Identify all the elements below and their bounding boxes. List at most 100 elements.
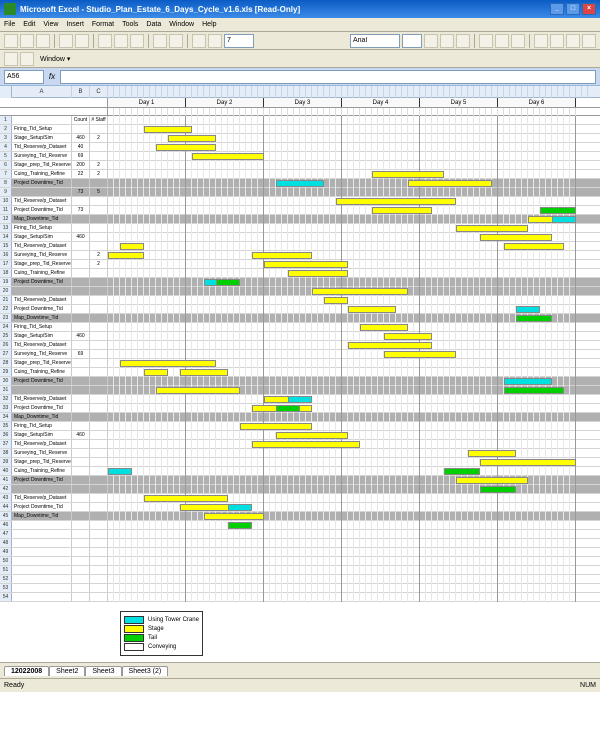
task-name-cell[interactable] [12,575,72,583]
value-cell[interactable] [90,395,108,403]
gantt-area[interactable] [108,395,600,403]
row-number[interactable]: 2 [0,125,12,133]
value-cell[interactable] [90,296,108,304]
gantt-area[interactable] [108,539,600,547]
value-cell[interactable] [90,386,108,394]
value-cell[interactable]: # Staff [90,116,108,124]
task-row[interactable]: 8 Project Downtime_Tid [0,179,600,188]
task-name-cell[interactable] [12,539,72,547]
gantt-area[interactable] [108,350,600,358]
value-cell[interactable] [90,548,108,556]
open-button[interactable] [20,34,34,48]
value-cell[interactable] [90,566,108,574]
value-cell[interactable] [90,332,108,340]
spreadsheet-grid[interactable]: A B C Day 1Day 2Day 3Day 4Day 5Day 6 1 C… [0,86,600,662]
value-cell[interactable] [90,125,108,133]
value-cell[interactable] [90,512,108,520]
row-number[interactable]: 21 [0,296,12,304]
value-cell[interactable]: 2 [90,161,108,169]
gantt-area[interactable] [108,593,600,601]
task-row[interactable]: 42 [0,485,600,494]
gantt-area[interactable] [108,116,600,124]
value-cell[interactable] [72,512,90,520]
value-cell[interactable] [72,566,90,574]
task-row[interactable]: 26 Tid_Reserve/p_Dataset [0,341,600,350]
row-number[interactable]: 48 [0,539,12,547]
value-cell[interactable] [90,593,108,601]
gantt-area[interactable] [108,323,600,331]
gantt-area[interactable] [108,161,600,169]
task-name-cell[interactable] [12,116,72,124]
value-cell[interactable] [90,521,108,529]
row-number[interactable]: 37 [0,440,12,448]
value-cell[interactable] [72,368,90,376]
value-cell[interactable] [90,377,108,385]
task-row[interactable]: 54 [0,593,600,602]
formula-input[interactable] [60,70,596,84]
task-name-cell[interactable]: Stage_prep_Tid_Reserve [12,458,72,466]
value-cell[interactable] [90,215,108,223]
value-cell[interactable] [72,323,90,331]
task-name-cell[interactable]: Stage_Setup/Sim [12,233,72,241]
task-row[interactable]: 17 Stage_prep_Tid_Reserve 2 [0,260,600,269]
value-cell[interactable] [90,323,108,331]
row-number[interactable]: 7 [0,170,12,178]
gantt-area[interactable] [108,521,600,529]
task-name-cell[interactable]: Tid_Reserve/p_Dataset [12,296,72,304]
cut-button[interactable] [98,34,112,48]
row-number[interactable]: 13 [0,224,12,232]
task-row[interactable]: 32 Tid_Reserve/p_Dataset [0,395,600,404]
row-number[interactable]: 25 [0,332,12,340]
task-name-cell[interactable]: Tid_Reserve/p_Dataset [12,143,72,151]
fontsize-select[interactable] [402,34,422,48]
row-number[interactable]: 19 [0,278,12,286]
task-name-cell[interactable] [12,188,72,196]
gantt-area[interactable] [108,404,600,412]
row-number[interactable]: 10 [0,197,12,205]
task-row[interactable]: 46 [0,521,600,530]
sheet-tab[interactable]: Sheet3 [85,666,121,676]
chart-button[interactable] [208,34,222,48]
value-cell[interactable] [72,440,90,448]
gantt-area[interactable] [108,557,600,565]
zoom-input[interactable] [224,34,254,48]
value-cell[interactable] [72,593,90,601]
task-name-cell[interactable]: Project Downtime_Tid [12,206,72,214]
row-number[interactable]: 8 [0,179,12,187]
task-name-cell[interactable]: Tid_Reserve/p_Dataset [12,242,72,250]
task-row[interactable]: 3 Stage_Setup/Sim 460 2 [0,134,600,143]
task-row[interactable]: 44 Project Downtime_Tid [0,503,600,512]
redo-button[interactable] [169,34,183,48]
task-row[interactable]: 23 Map_Downtime_Tid [0,314,600,323]
gantt-area[interactable] [108,341,600,349]
row-number[interactable]: 35 [0,422,12,430]
value-cell[interactable]: 2 [90,251,108,259]
gantt-area[interactable] [108,125,600,133]
task-row[interactable]: 45 Map_Downtime_Tid [0,512,600,521]
gantt-area[interactable] [108,251,600,259]
value-cell[interactable] [72,251,90,259]
col-header[interactable]: B [72,86,90,98]
value-cell[interactable] [90,197,108,205]
row-number[interactable]: 5 [0,152,12,160]
task-row[interactable]: 21 Tid_Reserve/p_Dataset [0,296,600,305]
value-cell[interactable]: 200 [72,161,90,169]
task-row[interactable]: 50 [0,557,600,566]
tool-button[interactable] [4,52,18,66]
task-name-cell[interactable]: Firing_Tid_Setup [12,125,72,133]
task-name-cell[interactable]: Cuing_Training_Refine [12,467,72,475]
gantt-area[interactable] [108,305,600,313]
task-row[interactable]: 11 Project Downtime_Tid 73 [0,206,600,215]
select-all-corner[interactable] [0,86,12,98]
task-row[interactable]: 37 Tid_Reserve/p_Dataset [0,440,600,449]
value-cell[interactable] [72,422,90,430]
task-name-cell[interactable] [12,287,72,295]
value-cell[interactable] [72,449,90,457]
task-name-cell[interactable]: Tid_Reserve/p_Dataset [12,341,72,349]
gantt-area[interactable] [108,503,600,511]
gantt-area[interactable] [108,179,600,187]
task-row[interactable]: 20 [0,287,600,296]
task-row[interactable]: 7 Cuing_Training_Refine 22 2 [0,170,600,179]
gantt-area[interactable] [108,197,600,205]
task-name-cell[interactable]: Firing_Tid_Setup [12,323,72,331]
